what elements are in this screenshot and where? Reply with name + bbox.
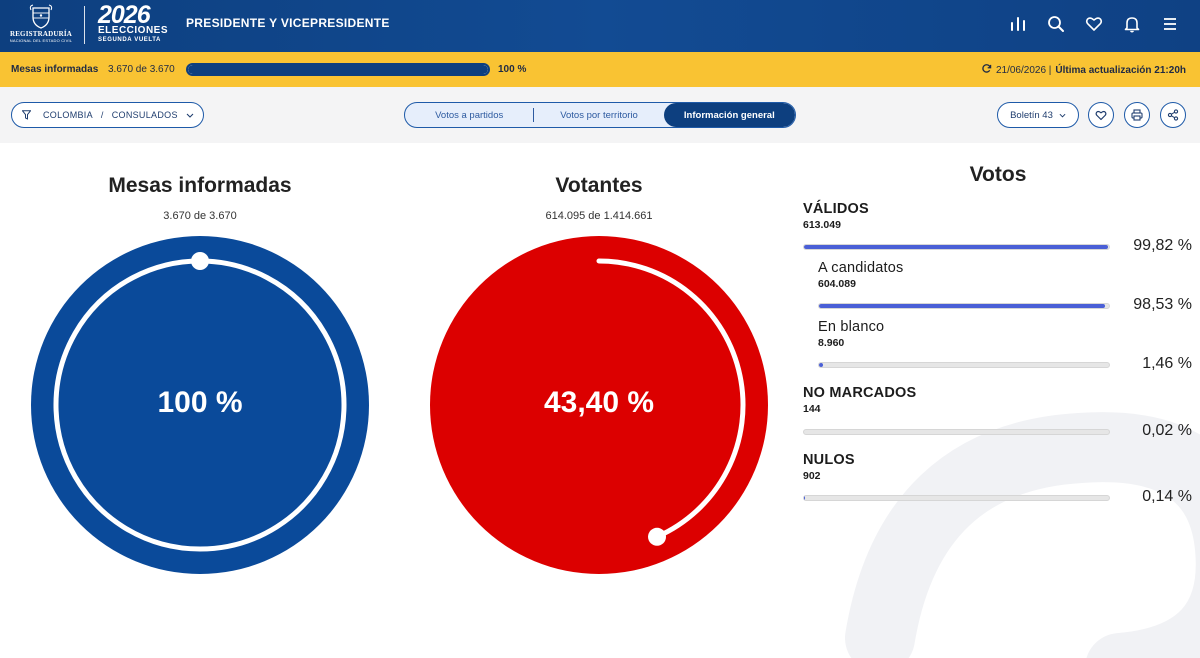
- votos-row-count: 613.049: [803, 219, 869, 231]
- progress-bar-fill: [188, 65, 488, 74]
- election-line2: SEGUNDA VUELTA: [98, 36, 174, 44]
- progress-strip: Mesas informadas 3.670 de 3.670 100 % 21…: [0, 52, 1200, 87]
- boletin-select[interactable]: Boletín 43: [997, 102, 1079, 128]
- page-title: PRESIDENTE Y VICEPRESIDENTE: [186, 16, 390, 30]
- breadcrumb-country[interactable]: COLOMBIA: [43, 110, 93, 120]
- filter-toolbar: COLOMBIA / CONSULADOS Votos a partidos V…: [0, 87, 1200, 143]
- votantes-subtitle: 614.095 de 1.414.661: [449, 210, 749, 222]
- votos-bar-en-blanco: [818, 362, 1110, 368]
- elections-logo: 2026 ELECCIONES SEGUNDA VUELTA: [98, 4, 174, 48]
- election-year: 2026: [98, 4, 174, 26]
- filter-icon: [22, 110, 31, 120]
- bar-chart-icon[interactable]: [1008, 12, 1028, 36]
- breadcrumb-separator: /: [101, 110, 104, 120]
- votos-row-nulos: NULOS 902: [803, 452, 855, 482]
- view-tabs: Votos a partidos Votos por territorio In…: [404, 102, 796, 128]
- votos-row-name: VÁLIDOS: [803, 201, 869, 217]
- votos-bar-a-candidatos: [818, 303, 1110, 309]
- top-header: REGISTRADURÍA NACIONAL DEL ESTADO CIVIL …: [0, 0, 1200, 52]
- votos-bar-fill: [819, 304, 1105, 308]
- votantes-donut: 43,40 %: [430, 236, 768, 574]
- tab-informacion-general[interactable]: Información general: [664, 103, 795, 127]
- votos-bar-no-marcados: [803, 429, 1110, 435]
- update-info: 21/06/2026 | Última actualización 21:20h: [981, 63, 1186, 77]
- votos-row-en-blanco: En blanco 8.960: [818, 319, 884, 349]
- votos-pct-nulos: 0,14 %: [1102, 488, 1192, 506]
- search-icon[interactable]: [1046, 12, 1066, 36]
- votos-row-name: En blanco: [818, 319, 884, 335]
- votantes-percent: 43,40 %: [430, 386, 768, 420]
- votos-row-count: 8.960: [818, 337, 884, 349]
- mesas-arc-knob: [191, 252, 209, 270]
- share-button[interactable]: [1160, 102, 1186, 128]
- share-icon: [1167, 109, 1179, 121]
- registraduria-name: REGISTRADURÍA: [8, 30, 74, 38]
- refresh-icon[interactable]: [981, 63, 992, 77]
- print-button[interactable]: [1124, 102, 1150, 128]
- votos-bar-validos: [803, 244, 1110, 250]
- progress-label: Mesas informadas: [11, 64, 98, 75]
- votos-row-validos: VÁLIDOS 613.049: [803, 201, 869, 231]
- chevron-down-icon: [1059, 113, 1066, 118]
- votos-bar-fill: [819, 363, 823, 367]
- votantes-arc-knob: [648, 528, 666, 546]
- registraduria-logo[interactable]: REGISTRADURÍA NACIONAL DEL ESTADO CIVIL: [8, 4, 74, 48]
- votos-row-count: 604.089: [818, 278, 903, 290]
- mesas-subtitle: 3.670 de 3.670: [50, 210, 350, 222]
- election-line1: ELECCIONES: [98, 26, 174, 36]
- votos-row-a-candidatos: A candidatos 604.089: [818, 260, 903, 290]
- votos-bar-fill: [804, 245, 1108, 249]
- header-actions: [1008, 12, 1180, 36]
- main-content: Mesas informadas 3.670 de 3.670 100 % Vo…: [0, 143, 1200, 598]
- votos-pct-validos: 99,82 %: [1102, 237, 1192, 255]
- tab-votos-partidos[interactable]: Votos a partidos: [405, 108, 534, 122]
- progress-count: 3.670 de 3.670: [108, 64, 175, 75]
- progress-bar: [186, 63, 490, 76]
- votos-pct-a-candidatos: 98,53 %: [1102, 296, 1192, 314]
- registraduria-subtitle: NACIONAL DEL ESTADO CIVIL: [8, 38, 74, 43]
- update-date: 21/06/2026 |: [996, 65, 1051, 76]
- votos-title: Votos: [896, 163, 1100, 187]
- mesas-percent: 100 %: [31, 386, 369, 420]
- printer-icon: [1131, 109, 1143, 121]
- votantes-title: Votantes: [449, 174, 749, 198]
- votos-row-no-marcados: NO MARCADOS 144: [803, 385, 916, 415]
- menu-icon[interactable]: [1160, 12, 1180, 36]
- votos-row-name: A candidatos: [818, 260, 903, 276]
- heart-icon: [1095, 110, 1107, 121]
- coat-of-arms-icon: [29, 4, 53, 30]
- boletin-label: Boletín 43: [1010, 110, 1053, 121]
- header-divider: [84, 6, 85, 44]
- votos-bar-nulos: [803, 495, 1110, 501]
- chevron-down-icon: [186, 113, 194, 118]
- breadcrumb-region[interactable]: CONSULADOS: [112, 110, 178, 120]
- votos-pct-en-blanco: 1,46 %: [1102, 355, 1192, 373]
- bell-icon[interactable]: [1122, 12, 1142, 36]
- votos-row-name: NO MARCADOS: [803, 385, 916, 401]
- last-update-time: Última actualización 21:20h: [1055, 65, 1186, 76]
- tab-votos-territorio[interactable]: Votos por territorio: [534, 103, 663, 127]
- votos-pct-no-marcados: 0,02 %: [1102, 422, 1192, 440]
- breadcrumb[interactable]: COLOMBIA / CONSULADOS: [11, 102, 204, 128]
- votos-row-count: 902: [803, 470, 855, 482]
- heart-icon[interactable]: [1084, 12, 1104, 36]
- votos-row-count: 144: [803, 403, 916, 415]
- progress-percent: 100 %: [498, 64, 526, 75]
- mesas-title: Mesas informadas: [50, 174, 350, 198]
- votos-row-name: NULOS: [803, 452, 855, 468]
- favorite-button[interactable]: [1088, 102, 1114, 128]
- mesas-donut: 100 %: [31, 236, 369, 574]
